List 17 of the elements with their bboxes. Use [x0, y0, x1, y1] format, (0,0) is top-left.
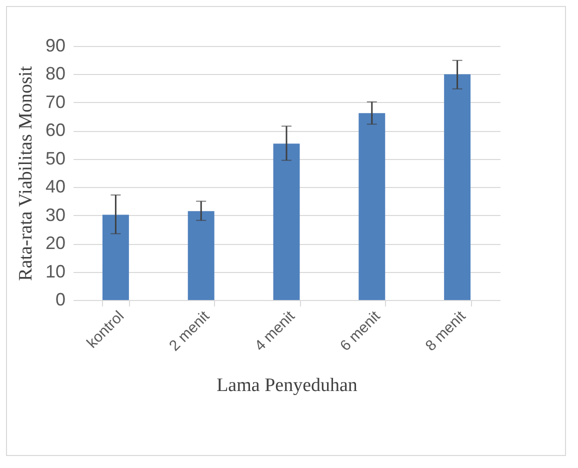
bar — [358, 113, 386, 300]
bar — [273, 144, 300, 300]
y-tick-label: 90 — [45, 36, 66, 56]
y-tick-label: 80 — [45, 64, 66, 84]
bar — [102, 214, 129, 300]
y-axis-title: Rata-rata Viabilitas Monosit — [15, 65, 36, 281]
y-tick-label: 70 — [45, 92, 66, 112]
y-tick-label: 0 — [55, 290, 66, 310]
x-axis-title: Lama Penyeduhan — [216, 374, 358, 396]
bar — [188, 211, 214, 300]
y-tick-label: 60 — [45, 120, 66, 140]
bar — [444, 74, 471, 300]
y-tick-label: 20 — [45, 233, 66, 254]
y-tick-label: 50 — [45, 148, 66, 168]
y-tick-label: 40 — [45, 176, 66, 197]
y-tick-label: 30 — [45, 204, 66, 225]
y-tick-label: 10 — [45, 261, 66, 282]
